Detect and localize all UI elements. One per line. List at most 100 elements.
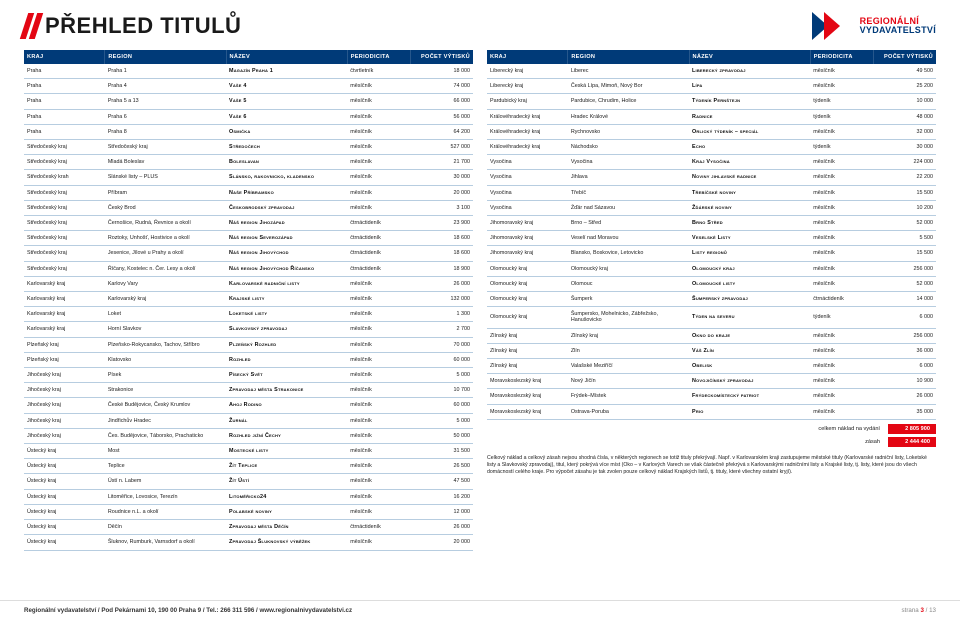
table-cell: Týden na severu (689, 307, 810, 328)
table-cell: 16 200 (410, 489, 473, 504)
table-cell: 2 700 (410, 322, 473, 337)
table-cell: 1 300 (410, 307, 473, 322)
table-cell: Plzeňský Rozhled (226, 337, 347, 352)
table-row: PrahaPraha 8Osmičkaměsíčník64 200 (24, 124, 473, 139)
table-cell: Praha (24, 109, 105, 124)
table-cell: 256 000 (873, 261, 936, 276)
right-table-head: KRAJ REGION NÁZEV PERIODICITA POČET VÝTI… (487, 50, 936, 64)
table-cell: Plzeňsko-Rokycansko, Tachov, Stříbro (105, 337, 226, 352)
logo-text: REGIONÁLNÍ VYDAVATELSTVÍ (860, 17, 936, 36)
table-cell: měsíčník (810, 155, 873, 170)
table-cell: Litoměřice, Lovosice, Terezín (105, 489, 226, 504)
table-row: Středočeský krajJesenice, Jílové u Prahy… (24, 246, 473, 261)
table-row: Jihomoravský krajVeselí nad MoravouVesel… (487, 231, 936, 246)
table-cell: 256 000 (873, 328, 936, 343)
left-column: KRAJ REGION NÁZEV PERIODICITA POČET VÝTI… (24, 50, 473, 551)
footer-left: Regionální vydavatelství / Pod Pekárnami… (24, 607, 352, 614)
table-cell: 52 000 (873, 216, 936, 231)
tables-container: KRAJ REGION NÁZEV PERIODICITA POČET VÝTI… (0, 46, 960, 551)
table-row: Liberecký krajLiberecLiberecký zpravodaj… (487, 64, 936, 79)
col-period: PERIODICITA (347, 50, 410, 64)
footer-page-total: / 13 (926, 607, 936, 614)
table-row: Moravskoslezský krajOstrava-PorubaPriomě… (487, 404, 936, 419)
table-cell: Praha (24, 94, 105, 109)
total-value-2: 2 444 400 (888, 437, 936, 447)
table-cell: Rozhled (226, 352, 347, 367)
table-row: Jihočeský krajPísekPísecký Světměsíčník5… (24, 368, 473, 383)
table-cell: Rozhled jižní Čechy (226, 428, 347, 443)
table-cell: Vaše 5 (226, 94, 347, 109)
right-table-body: Liberecký krajLiberecLiberecký zpravodaj… (487, 64, 936, 419)
table-cell: 23 900 (410, 216, 473, 231)
table-cell: 36 000 (873, 343, 936, 358)
table-row: Karlovarský krajLoketLoketské listyměsíč… (24, 307, 473, 322)
table-cell: Prio (689, 404, 810, 419)
table-cell: Nový Jičín (568, 374, 689, 389)
title-slashes-icon (24, 13, 39, 39)
table-cell: Jihomoravský kraj (487, 216, 568, 231)
table-cell: měsíčník (347, 368, 410, 383)
table-cell: 132 000 (410, 292, 473, 307)
table-cell: Náš region Severozápad (226, 231, 347, 246)
table-cell: 52 000 (873, 276, 936, 291)
table-row: Středočeský krahSlánské listy – PLUSSlán… (24, 170, 473, 185)
table-cell: Hradec Králové (568, 109, 689, 124)
table-cell: 26 000 (873, 389, 936, 404)
table-cell: Most (105, 444, 226, 459)
table-cell: měsíčník (347, 109, 410, 124)
table-cell: Jihočeský kraj (24, 368, 105, 383)
table-cell: Valašské Meziříčí (568, 359, 689, 374)
table-cell: 6 000 (873, 359, 936, 374)
table-cell: Slavkovský zpravodaj (226, 322, 347, 337)
table-cell: Středočeský kraj (24, 246, 105, 261)
table-cell: Liberecký kraj (487, 79, 568, 94)
table-cell: Ústecký kraj (24, 535, 105, 550)
table-cell: Jihomoravský kraj (487, 231, 568, 246)
table-cell: měsíčník (810, 343, 873, 358)
table-cell: měsíčník (347, 140, 410, 155)
table-cell: 18 900 (410, 261, 473, 276)
table-cell: měsíčník (810, 170, 873, 185)
table-cell: 25 200 (873, 79, 936, 94)
table-cell: Klatovsko (105, 352, 226, 367)
table-cell: Žďárské noviny (689, 200, 810, 215)
table-cell: měsíčník (810, 261, 873, 276)
table-cell: 47 500 (410, 474, 473, 489)
table-cell: Středočeský krah (24, 170, 105, 185)
table-cell: měsíčník (810, 328, 873, 343)
table-cell: Okno do kraje (689, 328, 810, 343)
table-cell: Třebíč (568, 185, 689, 200)
table-row: Plzeňský krajKlatovskoRozhledměsíčník60 … (24, 352, 473, 367)
table-cell: Horní Slavkov (105, 322, 226, 337)
table-cell: Praha 6 (105, 109, 226, 124)
table-cell: Zlínský kraj (487, 343, 568, 358)
page-title: PŘEHLED TITULŮ (45, 13, 241, 39)
table-cell: 5 000 (410, 368, 473, 383)
table-cell: Echo (689, 140, 810, 155)
table-cell: Frýdek–Místek (568, 389, 689, 404)
table-row: Zlínský krajZlínVáš Zlínměsíčník36 000 (487, 343, 936, 358)
table-cell: měsíčník (347, 489, 410, 504)
table-cell: Rychnovsko (568, 124, 689, 139)
table-cell: 66 000 (410, 94, 473, 109)
table-row: Olomoucký krajŠumperkŠumperský zpravodaj… (487, 292, 936, 307)
left-table-head: KRAJ REGION NÁZEV PERIODICITA POČET VÝTI… (24, 50, 473, 64)
table-cell: 5 500 (873, 231, 936, 246)
table-cell: Veselí nad Moravou (568, 231, 689, 246)
table-row: Královéhradecký krajHradec KrálovéRadnic… (487, 109, 936, 124)
table-cell: 74 000 (410, 79, 473, 94)
table-cell: Karlovarský kraj (24, 307, 105, 322)
table-cell: měsíčník (810, 200, 873, 215)
table-cell: Žít Ústí (226, 474, 347, 489)
table-cell: čtrnáctideník (810, 292, 873, 307)
table-row: Ústecký krajMostMostecké listyměsíčník31… (24, 444, 473, 459)
table-row: Moravskoslezský krajFrýdek–MístekFrýdeck… (487, 389, 936, 404)
table-cell: Liberecký zpravodaj (689, 64, 810, 79)
table-cell: České Budějovice, Český Krumlov (105, 398, 226, 413)
table-cell: Jesenice, Jílové u Prahy a okolí (105, 246, 226, 261)
table-cell: 10 900 (873, 374, 936, 389)
table-cell: 14 000 (873, 292, 936, 307)
table-cell: 35 000 (873, 404, 936, 419)
table-cell: Praha (24, 64, 105, 79)
table-cell: měsíčník (347, 535, 410, 550)
